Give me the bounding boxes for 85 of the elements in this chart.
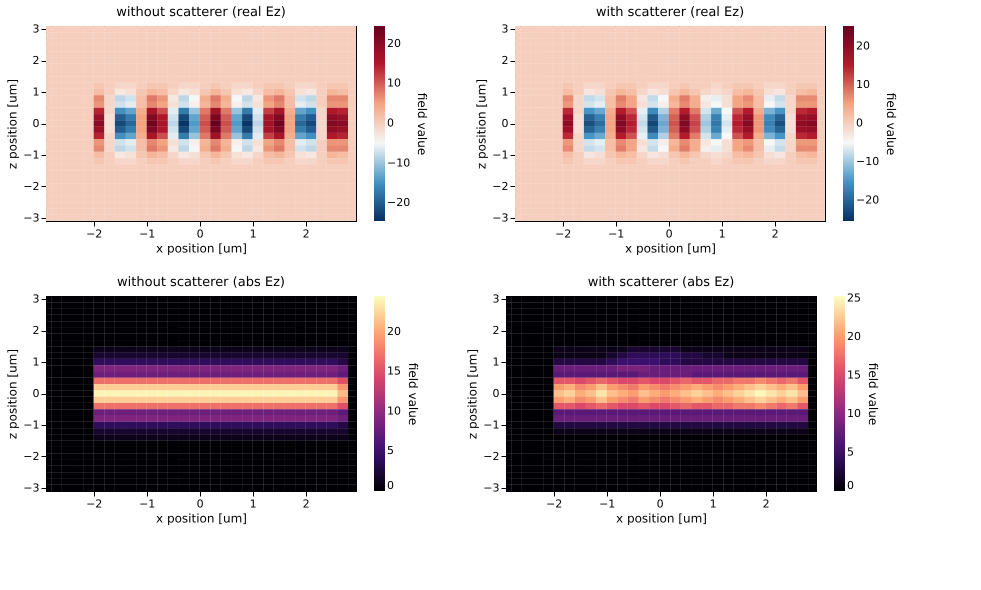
x-tick-label: −2 bbox=[86, 498, 102, 510]
y-axis-title: z position [um] bbox=[465, 348, 480, 440]
x-tick-label: −1 bbox=[139, 498, 156, 510]
x-tick-label: −2 bbox=[546, 498, 562, 510]
color-bar-label: 0 bbox=[387, 116, 394, 130]
y-tick-label: 0 bbox=[32, 117, 40, 130]
y-tick-label: −3 bbox=[23, 481, 40, 494]
y-tick-label: 3 bbox=[32, 292, 40, 306]
color-bar-title: field value bbox=[415, 92, 429, 156]
y-tick-label: 0 bbox=[502, 117, 508, 130]
color-bar-label: 15 bbox=[387, 364, 401, 378]
x-tick-label: −2 bbox=[86, 228, 102, 240]
x-tick-label: 2 bbox=[302, 228, 310, 240]
x-tick-label: 0 bbox=[666, 228, 673, 240]
y-tick-label: 1 bbox=[32, 356, 40, 369]
y-tick-label: 2 bbox=[492, 324, 500, 338]
color-bar-label: 0 bbox=[856, 116, 863, 130]
y-tick-label: −3 bbox=[23, 211, 40, 224]
color-bar-label: 20 bbox=[387, 36, 401, 50]
chart-title: without scatterer (real Ez) bbox=[116, 5, 286, 20]
y-tick-label: −3 bbox=[492, 211, 508, 224]
x-tick-label: −1 bbox=[608, 228, 624, 240]
color-bar-title: field value bbox=[884, 92, 898, 156]
color-bar-label: 5 bbox=[847, 445, 854, 458]
y-tick-label: −1 bbox=[492, 148, 508, 162]
x-axis-title: x position [um] bbox=[616, 512, 707, 526]
y-tick-label: −1 bbox=[483, 418, 500, 432]
color-bar-label: 10 bbox=[847, 406, 861, 420]
y-tick-label: 0 bbox=[492, 387, 500, 400]
color-bar-label: 5 bbox=[387, 444, 394, 458]
color-bar-title: field value bbox=[866, 362, 880, 426]
y-tick-label: 2 bbox=[32, 54, 40, 68]
x-tick-label: 1 bbox=[710, 498, 717, 510]
color-bar-label: 20 bbox=[856, 39, 870, 52]
x-tick-label: 2 bbox=[762, 498, 770, 510]
x-axis-title: x position [um] bbox=[156, 242, 247, 256]
chart-title: with scatterer (abs Ez) bbox=[588, 275, 734, 290]
x-tick-label: 2 bbox=[302, 498, 310, 510]
x-tick-label: 1 bbox=[250, 228, 257, 240]
y-tick-label: 2 bbox=[32, 324, 40, 338]
color-bar-label: −10 bbox=[856, 155, 880, 168]
y-tick-label: 2 bbox=[502, 54, 508, 68]
y-tick-label: −2 bbox=[23, 180, 40, 193]
color-bar-label: 0 bbox=[387, 479, 394, 492]
color-bar-label: −20 bbox=[387, 196, 410, 210]
x-tick-label: 0 bbox=[196, 498, 204, 510]
y-tick-label: −1 bbox=[23, 148, 40, 162]
x-tick-label: 2 bbox=[772, 228, 779, 240]
x-axis-title: x position [um] bbox=[625, 242, 716, 256]
color-bar-label: 25 bbox=[847, 291, 861, 304]
color-bar-label: 10 bbox=[387, 404, 401, 418]
x-tick-label: −1 bbox=[139, 228, 156, 240]
chart-title: without scatterer (abs Ez) bbox=[117, 275, 285, 290]
y-tick-label: −3 bbox=[483, 481, 500, 494]
x-tick-label: 1 bbox=[718, 228, 726, 240]
color-bar-label: 0 bbox=[847, 479, 854, 492]
x-tick-label: 0 bbox=[196, 228, 204, 240]
y-tick-label: −2 bbox=[483, 450, 500, 463]
y-tick-label: 1 bbox=[502, 86, 508, 99]
color-bar-label: −10 bbox=[387, 156, 410, 170]
y-axis-title: z position [um] bbox=[5, 78, 20, 170]
x-tick-label: 1 bbox=[250, 498, 257, 510]
color-bar-label: 20 bbox=[847, 330, 861, 343]
chart-title: with scatterer (real Ez) bbox=[596, 5, 744, 20]
x-tick-label: −2 bbox=[555, 228, 572, 240]
y-axis-title: z position [um] bbox=[474, 78, 488, 170]
y-tick-label: 3 bbox=[32, 22, 40, 36]
x-tick-label: 0 bbox=[656, 498, 664, 510]
y-tick-label: −2 bbox=[23, 450, 40, 463]
x-axis-title: x position [um] bbox=[156, 512, 247, 526]
y-axis-title: z position [um] bbox=[5, 348, 20, 440]
y-tick-label: 3 bbox=[502, 22, 508, 36]
y-tick-label: 0 bbox=[32, 387, 40, 400]
y-tick-label: 1 bbox=[32, 86, 40, 99]
color-bar-label: 10 bbox=[856, 78, 870, 91]
color-bar-label: 15 bbox=[847, 368, 861, 382]
y-tick-label: −1 bbox=[23, 418, 40, 432]
color-bar-label: −20 bbox=[856, 194, 880, 207]
y-tick-label: 3 bbox=[492, 292, 500, 306]
color-bar-label: 20 bbox=[387, 324, 401, 338]
color-bar-label: 10 bbox=[387, 76, 401, 90]
color-bar-title: field value bbox=[406, 362, 420, 426]
x-tick-label: −1 bbox=[599, 498, 616, 510]
y-tick-label: −2 bbox=[492, 180, 508, 193]
y-tick-label: 1 bbox=[492, 356, 500, 369]
